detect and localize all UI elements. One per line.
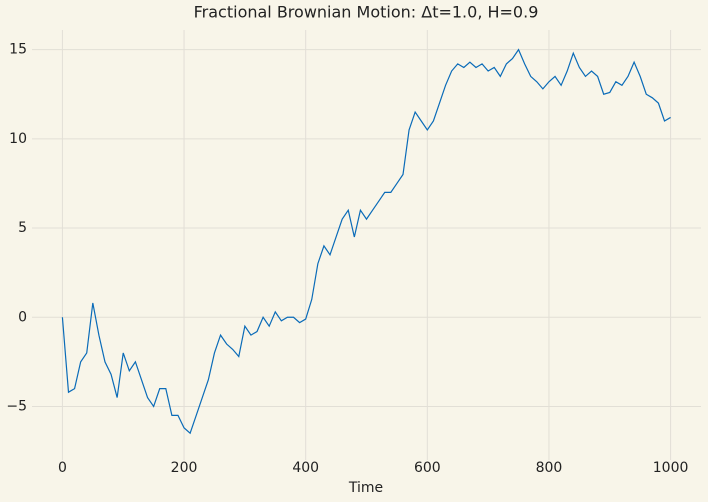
y-tick-label: 10 <box>9 131 27 147</box>
x-tick-label: 400 <box>292 460 319 476</box>
x-tick-label: 200 <box>171 460 198 476</box>
chart-title: Fractional Brownian Motion: Δt=1.0, H=0.… <box>194 3 539 22</box>
x-tick-label: 0 <box>58 460 67 476</box>
y-tick-label: 0 <box>18 309 27 325</box>
data-line <box>61 48 671 435</box>
x-axis-label: Time <box>348 480 383 496</box>
x-tick-label: 800 <box>536 460 563 476</box>
y-tick-label: 5 <box>18 220 27 236</box>
y-tick-label: −5 <box>6 398 27 414</box>
x-tick-label: 1000 <box>653 460 689 476</box>
x-tick-label: 600 <box>414 460 441 476</box>
y-tick-label: 15 <box>9 42 27 58</box>
